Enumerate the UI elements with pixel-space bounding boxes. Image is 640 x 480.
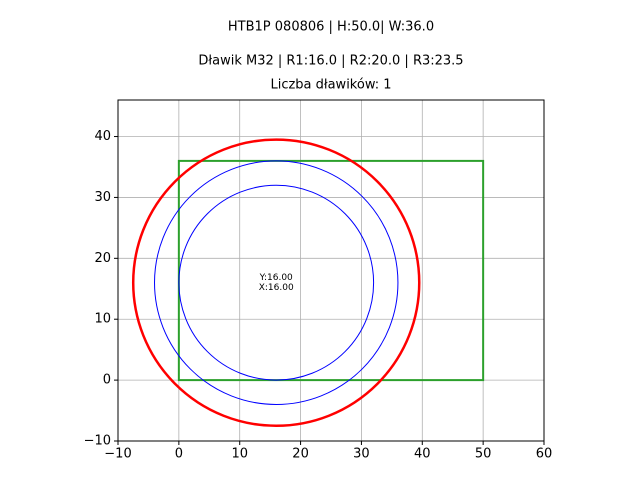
chart-subtitle: Liczba dławików: 1: [270, 78, 391, 93]
x-tick-label: 0: [175, 447, 183, 462]
annotation: Y:16.00: [259, 273, 293, 283]
x-tick-label: −10: [104, 447, 131, 462]
x-tick-label: 40: [414, 447, 431, 462]
x-tick-label: 60: [536, 447, 553, 462]
circle: [154, 160, 399, 405]
annotation: X:16.00: [259, 283, 294, 293]
x-tick-label: 10: [231, 447, 248, 462]
chart-title: HTB1P 080806 | H:50.0| W:36.0: [228, 20, 434, 35]
y-tick-label: 20: [94, 251, 111, 266]
rectangle: [177, 159, 485, 382]
y-tick-label: −10: [84, 434, 111, 449]
y-tick-label: 10: [94, 312, 111, 327]
y-tick-label: 30: [94, 190, 111, 205]
chart-subtitle: Dławik M32 | R1:16.0 | R2:20.0 | R3:23.5: [198, 54, 463, 69]
x-tick-label: 30: [353, 447, 370, 462]
y-tick-label: 0: [103, 373, 111, 388]
circle: [131, 138, 421, 428]
y-tick-label: 40: [94, 129, 111, 144]
plot-frame: [117, 99, 545, 442]
circle: [178, 184, 375, 381]
x-tick-label: 20: [292, 447, 309, 462]
x-tick-label: 50: [475, 447, 492, 462]
